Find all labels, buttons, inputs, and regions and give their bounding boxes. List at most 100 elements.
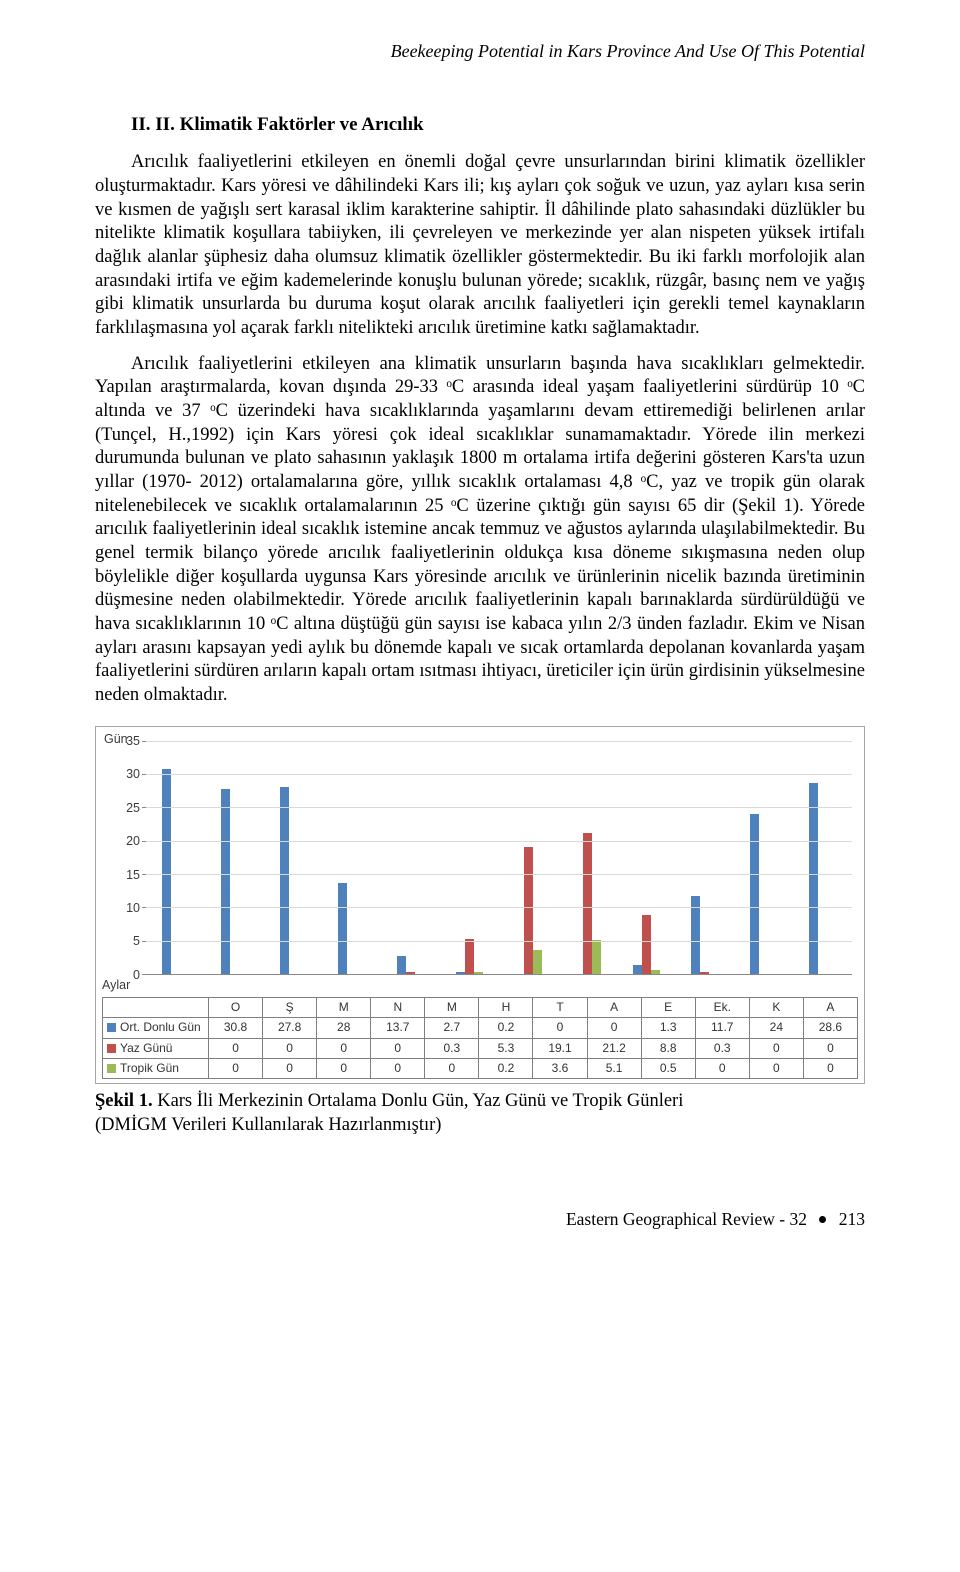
data-cell: 19.1	[533, 1038, 587, 1058]
ytick-label: 5	[116, 933, 140, 949]
data-cell: 11.7	[695, 1018, 749, 1038]
data-cell: 0	[371, 1058, 425, 1078]
ytick-mark	[142, 874, 146, 875]
series-label-cell: Yaz Günü	[103, 1038, 209, 1058]
series-name: Ort. Donlu Gün	[120, 1020, 201, 1034]
month-header-cell: M	[317, 997, 371, 1017]
bar	[162, 769, 171, 974]
data-cell: 2.7	[425, 1018, 479, 1038]
data-cell: 0	[749, 1058, 803, 1078]
bar	[465, 939, 474, 974]
month-column	[322, 741, 381, 974]
table-row: Tropik Gün000000.23.65.10.5000	[103, 1058, 858, 1078]
data-cell: 0	[803, 1038, 857, 1058]
gridline	[146, 774, 852, 775]
bar	[592, 940, 601, 974]
month-header-cell: E	[641, 997, 695, 1017]
page-footer: Eastern Geographical Review - 32 213	[95, 1208, 865, 1230]
gridline	[146, 907, 852, 908]
data-cell: 0	[317, 1038, 371, 1058]
month-column	[617, 741, 676, 974]
ytick-label: 25	[116, 800, 140, 816]
ytick-mark	[142, 741, 146, 742]
figure-caption: Şekil 1. Kars İli Merkezinin Ortalama Do…	[95, 1090, 865, 1137]
ytick-label: 15	[116, 867, 140, 883]
month-column	[146, 741, 205, 974]
month-header-cell: Ek.	[695, 997, 749, 1017]
table-corner-cell	[103, 997, 209, 1017]
bar	[651, 970, 660, 973]
data-cell: 13.7	[371, 1018, 425, 1038]
data-cell: 0	[749, 1038, 803, 1058]
data-cell: 0	[263, 1038, 317, 1058]
data-cell: 30.8	[209, 1018, 263, 1038]
gridline	[146, 741, 852, 742]
bar	[406, 972, 415, 974]
caption-label: Şekil 1.	[95, 1091, 153, 1111]
bar	[524, 847, 533, 974]
month-column	[793, 741, 852, 974]
month-column	[440, 741, 499, 974]
data-cell: 5.3	[479, 1038, 533, 1058]
data-cell: 0	[803, 1058, 857, 1078]
data-cell: 28.6	[803, 1018, 857, 1038]
caption-text-2: (DMİGM Verileri Kullanılarak Hazırlanmış…	[95, 1115, 441, 1135]
data-cell: 0.3	[425, 1038, 479, 1058]
series-name: Yaz Günü	[120, 1041, 172, 1055]
data-cell: 0	[587, 1018, 641, 1038]
bars-container	[146, 741, 852, 974]
data-cell: 0.3	[695, 1038, 749, 1058]
bar	[750, 814, 759, 974]
bar	[809, 783, 818, 973]
data-cell: 28	[317, 1018, 371, 1038]
bar	[533, 950, 542, 974]
ytick-label: 30	[116, 766, 140, 782]
month-column	[499, 741, 558, 974]
data-cell: 0.2	[479, 1058, 533, 1078]
ytick-mark	[142, 841, 146, 842]
bar	[633, 965, 642, 974]
data-cell: 8.8	[641, 1038, 695, 1058]
figure-1: Gün Aylar 05101520253035 OŞMNMHTAEEk.KAO…	[95, 726, 865, 1084]
month-header-cell: Ş	[263, 997, 317, 1017]
gridline	[146, 807, 852, 808]
bar	[583, 833, 592, 974]
footer-journal: Eastern Geographical Review - 32	[566, 1209, 807, 1229]
gridline	[146, 841, 852, 842]
series-label-cell: Tropik Gün	[103, 1058, 209, 1078]
gridline	[146, 941, 852, 942]
ytick-mark	[142, 974, 146, 975]
data-cell: 0.2	[479, 1018, 533, 1038]
legend-swatch	[107, 1044, 116, 1053]
chart-data-table: OŞMNMHTAEEk.KAOrt. Donlu Gün30.827.82813…	[102, 997, 858, 1079]
table-row: Ort. Donlu Gün30.827.82813.72.70.2001.31…	[103, 1018, 858, 1038]
month-header-cell: O	[209, 997, 263, 1017]
ytick-label: 0	[116, 967, 140, 983]
data-cell: 0	[695, 1058, 749, 1078]
ytick-label: 20	[116, 833, 140, 849]
month-header-cell: N	[371, 997, 425, 1017]
ytick-mark	[142, 774, 146, 775]
data-cell: 0.5	[641, 1058, 695, 1078]
data-cell: 0	[263, 1058, 317, 1078]
gridline	[146, 874, 852, 875]
ytick-label: 10	[116, 900, 140, 916]
month-header-cell: A	[587, 997, 641, 1017]
data-cell: 27.8	[263, 1018, 317, 1038]
bar	[700, 972, 709, 974]
caption-text-1: Kars İli Merkezinin Ortalama Donlu Gün, …	[153, 1091, 684, 1111]
running-head: Beekeeping Potential in Kars Province An…	[95, 40, 865, 63]
data-cell: 3.6	[533, 1058, 587, 1078]
data-cell: 0	[209, 1058, 263, 1078]
ytick-mark	[142, 807, 146, 808]
month-header-cell: M	[425, 997, 479, 1017]
data-cell: 0	[209, 1038, 263, 1058]
data-cell: 24	[749, 1018, 803, 1038]
bar	[280, 787, 289, 973]
footer-page-number: 213	[839, 1209, 865, 1229]
month-column	[558, 741, 617, 974]
bar	[221, 789, 230, 974]
section-heading: II. II. Klimatik Faktörler ve Arıcılık	[95, 113, 865, 137]
data-cell: 0	[425, 1058, 479, 1078]
chart-area: Gün Aylar 05101520253035	[146, 735, 852, 975]
